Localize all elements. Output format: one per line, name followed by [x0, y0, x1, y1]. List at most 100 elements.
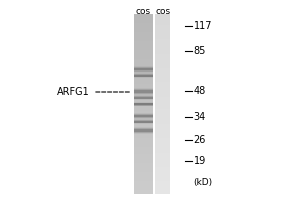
Bar [134, 123, 153, 124]
Bar [134, 113, 153, 114]
Bar [155, 122, 170, 124]
Bar [155, 160, 170, 162]
Bar [134, 172, 153, 174]
Bar [134, 16, 153, 18]
Bar [155, 124, 170, 126]
Bar [155, 16, 170, 18]
Bar [134, 121, 153, 122]
Bar [134, 95, 153, 96]
Bar [134, 133, 153, 135]
Bar [134, 79, 153, 81]
Bar [155, 106, 170, 108]
Bar [134, 178, 153, 180]
Bar [155, 108, 170, 110]
Bar [134, 34, 153, 36]
Bar [134, 167, 153, 169]
Bar [134, 46, 153, 48]
Bar [134, 39, 153, 41]
Bar [134, 103, 153, 104]
Bar [134, 117, 153, 118]
Bar [155, 37, 170, 39]
Bar [134, 151, 153, 153]
Bar [134, 140, 153, 142]
Bar [155, 151, 170, 153]
Bar [134, 135, 153, 137]
Bar [134, 149, 153, 151]
Bar [134, 68, 153, 69]
Bar [155, 113, 170, 115]
Bar [134, 66, 153, 68]
Bar [155, 39, 170, 41]
Bar [134, 118, 153, 120]
Bar [134, 156, 153, 158]
Bar [155, 21, 170, 23]
Bar [155, 19, 170, 21]
Bar [134, 104, 153, 106]
Bar [134, 18, 153, 20]
Bar [134, 127, 153, 128]
Bar [134, 90, 153, 92]
Bar [155, 61, 170, 63]
Bar [155, 64, 170, 66]
Bar [134, 147, 153, 149]
Bar [134, 28, 153, 30]
Bar [155, 34, 170, 36]
Text: cos: cos [136, 6, 151, 16]
Bar [155, 135, 170, 137]
Bar [134, 111, 153, 113]
Bar [134, 61, 153, 63]
Bar [155, 81, 170, 83]
Bar [134, 144, 153, 146]
Bar [134, 23, 153, 25]
Bar [134, 95, 153, 97]
Bar [155, 118, 170, 120]
Bar [155, 169, 170, 171]
Bar [134, 160, 153, 162]
Bar [134, 117, 153, 119]
Bar [155, 23, 170, 25]
Bar [134, 67, 153, 68]
Text: ARFG1: ARFG1 [57, 87, 90, 97]
Bar [155, 136, 170, 138]
Bar [134, 94, 153, 95]
Text: (kD): (kD) [194, 178, 213, 186]
Bar [134, 180, 153, 182]
Bar [134, 142, 153, 144]
Bar [155, 189, 170, 191]
Bar [134, 119, 153, 120]
Bar [134, 27, 153, 29]
Bar [155, 99, 170, 101]
Bar [134, 84, 153, 86]
Text: 26: 26 [194, 135, 206, 145]
Bar [134, 131, 153, 132]
Bar [155, 120, 170, 122]
Bar [134, 36, 153, 38]
Bar [155, 154, 170, 156]
Bar [134, 82, 153, 84]
Text: 117: 117 [194, 21, 212, 31]
Bar [155, 131, 170, 133]
Bar [134, 115, 153, 116]
Bar [155, 117, 170, 119]
Bar [134, 176, 153, 178]
Bar [134, 52, 153, 54]
Bar [134, 133, 153, 134]
Bar [155, 77, 170, 79]
Text: 85: 85 [194, 46, 206, 56]
Bar [134, 68, 153, 70]
Bar [155, 111, 170, 113]
Bar [155, 176, 170, 178]
Text: cos: cos [155, 6, 170, 16]
Bar [155, 79, 170, 81]
Bar [155, 133, 170, 135]
Bar [155, 192, 170, 194]
Bar [134, 122, 153, 123]
Bar [134, 19, 153, 21]
Bar [134, 73, 153, 74]
Bar [134, 127, 153, 129]
Bar [134, 153, 153, 155]
Bar [155, 52, 170, 54]
Bar [155, 28, 170, 30]
Bar [134, 30, 153, 32]
Bar [134, 70, 153, 72]
